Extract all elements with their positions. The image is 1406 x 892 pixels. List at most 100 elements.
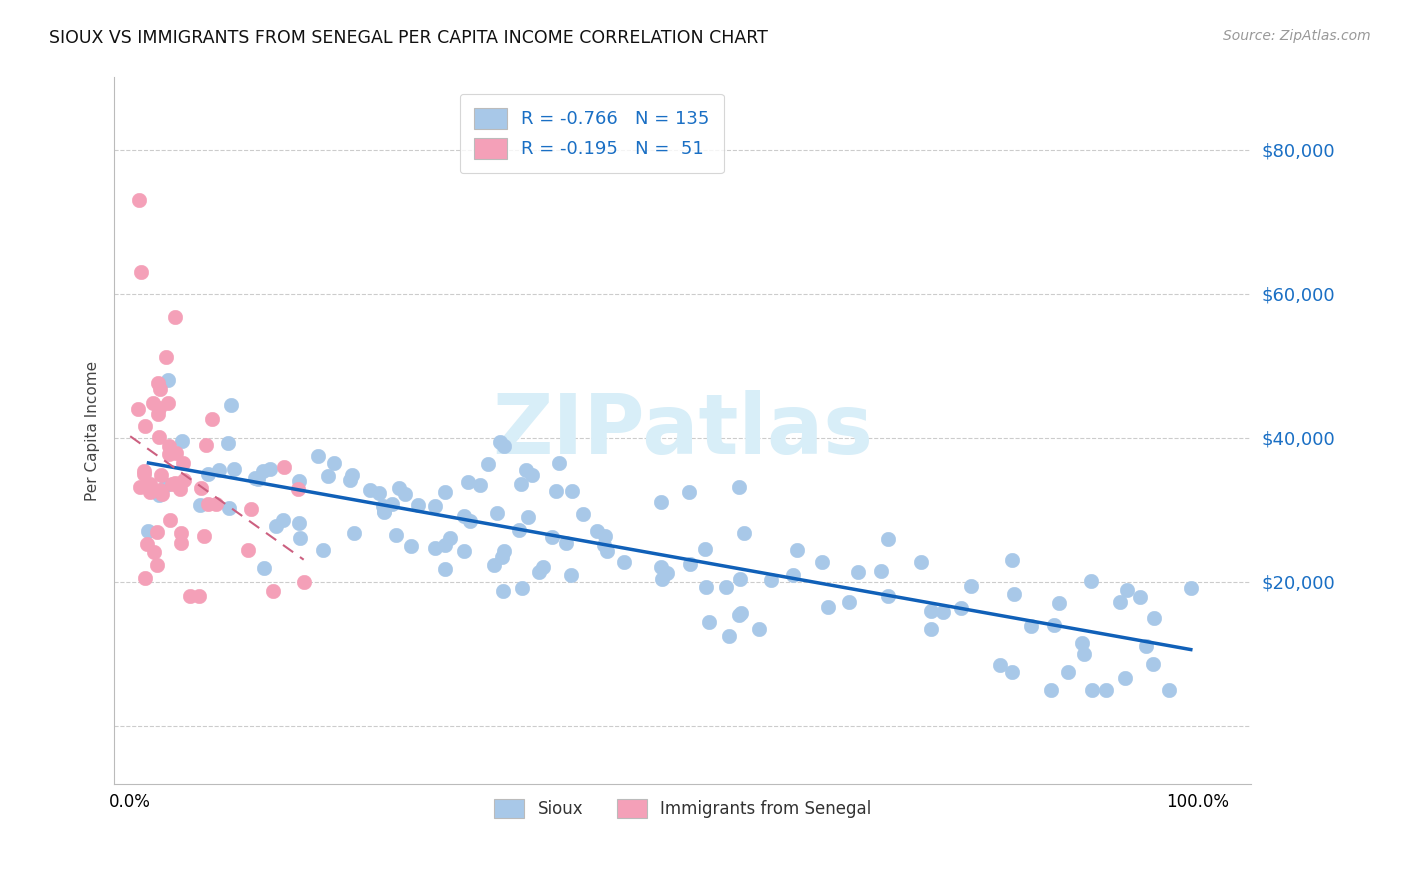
- Point: [217, 435, 239, 450]
- Point: [134, 571, 156, 585]
- Point: [1073, 647, 1095, 661]
- Point: [307, 449, 329, 463]
- Point: [1047, 596, 1070, 610]
- Point: [423, 541, 446, 556]
- Point: [560, 568, 582, 582]
- Point: [194, 438, 217, 452]
- Point: [1116, 583, 1139, 598]
- Point: [613, 555, 636, 569]
- Point: [197, 497, 219, 511]
- Point: [1157, 683, 1180, 698]
- Point: [406, 498, 429, 512]
- Point: [219, 398, 242, 412]
- Point: [148, 376, 170, 390]
- Point: [138, 524, 160, 538]
- Point: [494, 544, 516, 558]
- Point: [1040, 683, 1063, 698]
- Point: [876, 532, 898, 546]
- Point: [1071, 636, 1094, 650]
- Point: [1042, 617, 1064, 632]
- Point: [197, 467, 219, 482]
- Point: [240, 502, 263, 516]
- Point: [159, 513, 181, 527]
- Point: [453, 508, 475, 523]
- Point: [546, 484, 568, 499]
- Point: [1180, 581, 1202, 595]
- Point: [489, 434, 512, 449]
- Point: [585, 524, 607, 539]
- Point: [163, 310, 186, 324]
- Point: [960, 578, 983, 592]
- Point: [486, 506, 509, 520]
- Point: [520, 468, 543, 483]
- Y-axis label: Per Capita Income: Per Capita Income: [86, 360, 100, 500]
- Point: [165, 446, 187, 460]
- Point: [433, 538, 456, 552]
- Point: [388, 481, 411, 495]
- Point: [162, 477, 184, 491]
- Point: [157, 439, 180, 453]
- Point: [170, 526, 193, 541]
- Point: [155, 350, 177, 364]
- Point: [193, 529, 215, 543]
- Point: [695, 541, 717, 556]
- Point: [155, 477, 177, 491]
- Point: [190, 481, 212, 495]
- Point: [782, 568, 804, 582]
- Point: [287, 482, 309, 496]
- Point: [877, 589, 900, 603]
- Point: [368, 485, 391, 500]
- Point: [678, 484, 700, 499]
- Point: [492, 439, 515, 453]
- Point: [1019, 619, 1042, 633]
- Point: [252, 561, 274, 575]
- Point: [1129, 590, 1152, 604]
- Point: [1004, 587, 1026, 601]
- Point: [695, 580, 717, 594]
- Point: [679, 557, 702, 571]
- Point: [149, 382, 172, 396]
- Point: [148, 488, 170, 502]
- Point: [910, 554, 932, 568]
- Point: [554, 536, 576, 550]
- Point: [129, 265, 152, 279]
- Point: [1135, 639, 1157, 653]
- Point: [262, 583, 284, 598]
- Point: [1143, 611, 1166, 625]
- Point: [453, 544, 475, 558]
- Point: [433, 484, 456, 499]
- Point: [134, 418, 156, 433]
- Point: [288, 532, 311, 546]
- Point: [218, 500, 240, 515]
- Point: [527, 565, 550, 579]
- Point: [394, 486, 416, 500]
- Point: [657, 566, 679, 581]
- Point: [201, 412, 224, 426]
- Point: [593, 529, 616, 543]
- Point: [132, 467, 155, 482]
- Point: [869, 565, 891, 579]
- Point: [292, 575, 315, 590]
- Point: [205, 497, 228, 511]
- Point: [139, 484, 162, 499]
- Point: [143, 545, 166, 559]
- Point: [170, 434, 193, 449]
- Point: [312, 543, 335, 558]
- Point: [245, 471, 267, 485]
- Point: [135, 537, 157, 551]
- Point: [932, 605, 955, 619]
- Point: [188, 498, 211, 512]
- Point: [561, 483, 583, 498]
- Point: [482, 558, 505, 573]
- Point: [381, 497, 404, 511]
- Point: [572, 507, 595, 521]
- Point: [172, 456, 194, 470]
- Point: [846, 565, 869, 579]
- Point: [145, 525, 167, 540]
- Point: [510, 581, 533, 595]
- Point: [949, 601, 972, 615]
- Point: [508, 523, 530, 537]
- Point: [491, 549, 513, 564]
- Point: [146, 558, 169, 573]
- Point: [717, 629, 740, 643]
